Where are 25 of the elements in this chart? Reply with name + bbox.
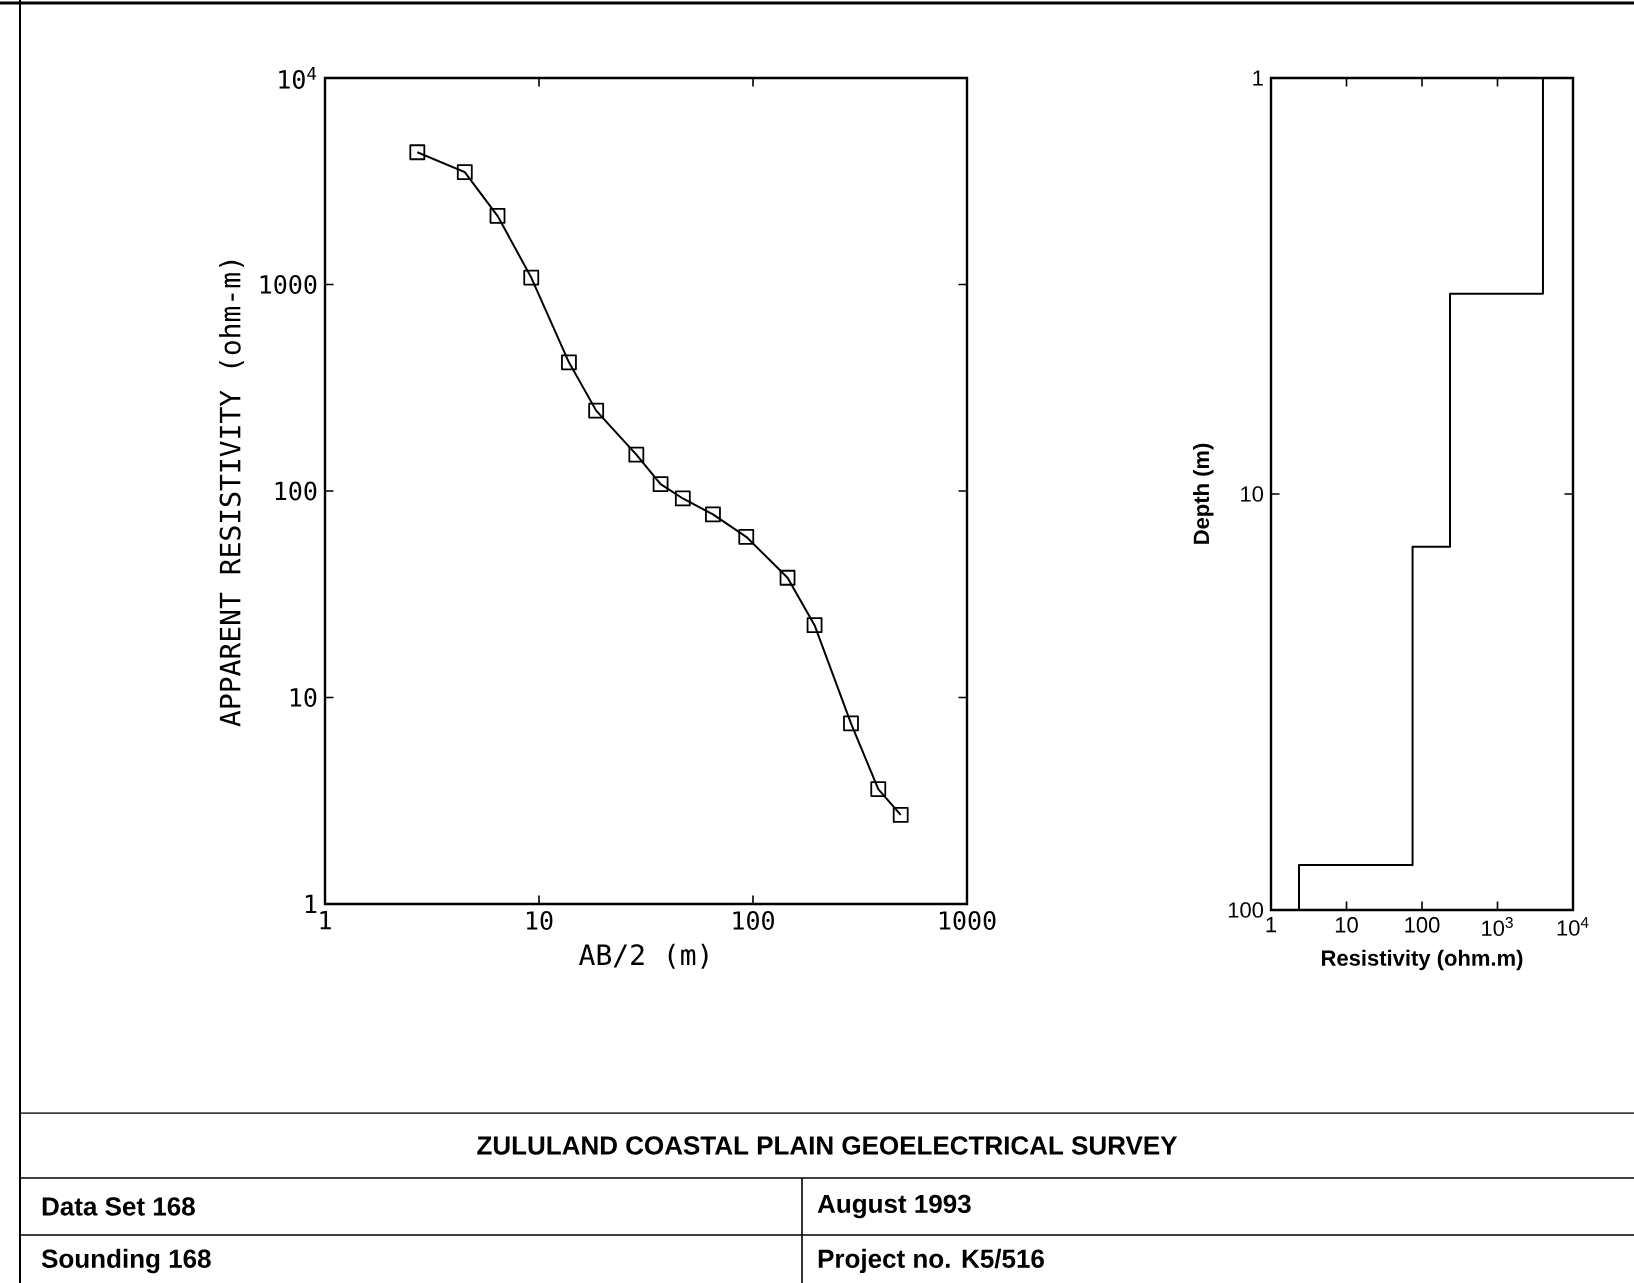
y-tick-label: 100 [275, 481, 317, 501]
y-axis-title: APPARENT RESISTIVITY (ohm-m) [219, 260, 245, 727]
x-axis-title: AB/2 (m) [579, 943, 708, 969]
x-tick-label: 10 [1335, 917, 1358, 933]
text: Project no. K5/516 [818, 1248, 1044, 1274]
x-tick-label: 10$^{3}$ [1482, 917, 1513, 936]
text: Data Set 168 [42, 1197, 195, 1216]
x-tick-label: 10 [526, 911, 553, 930]
y-tick-label: 1000 [260, 275, 317, 294]
text: Sounding 168 [41, 1248, 211, 1274]
y-tick-label: 1 [305, 894, 317, 914]
x-tick-label: 10$^{4}$ [1557, 917, 1589, 936]
x-tick-label: 100 [1405, 917, 1440, 933]
text: ZULULAND COASTAL PLAIN GEOELECTRICAL SURVEY [477, 1136, 1178, 1155]
y-tick-label: 10$^{4}$ [279, 67, 317, 89]
y-tick-label: 10 [1241, 486, 1264, 502]
x-axis-title: Resistivity (ohm.m) [1322, 949, 1523, 971]
x-tick-label: 1 [320, 911, 331, 930]
x-tick-label: 1 [1266, 917, 1277, 933]
x-tick-label: 100 [733, 911, 774, 930]
y-axis-title: Depth (m) [1193, 443, 1214, 544]
y-tick-label: 10 [290, 688, 317, 707]
y-tick-label: 1 [1253, 70, 1263, 86]
x-tick-label: 1000 [939, 911, 996, 930]
text: August 1993 [817, 1194, 971, 1219]
